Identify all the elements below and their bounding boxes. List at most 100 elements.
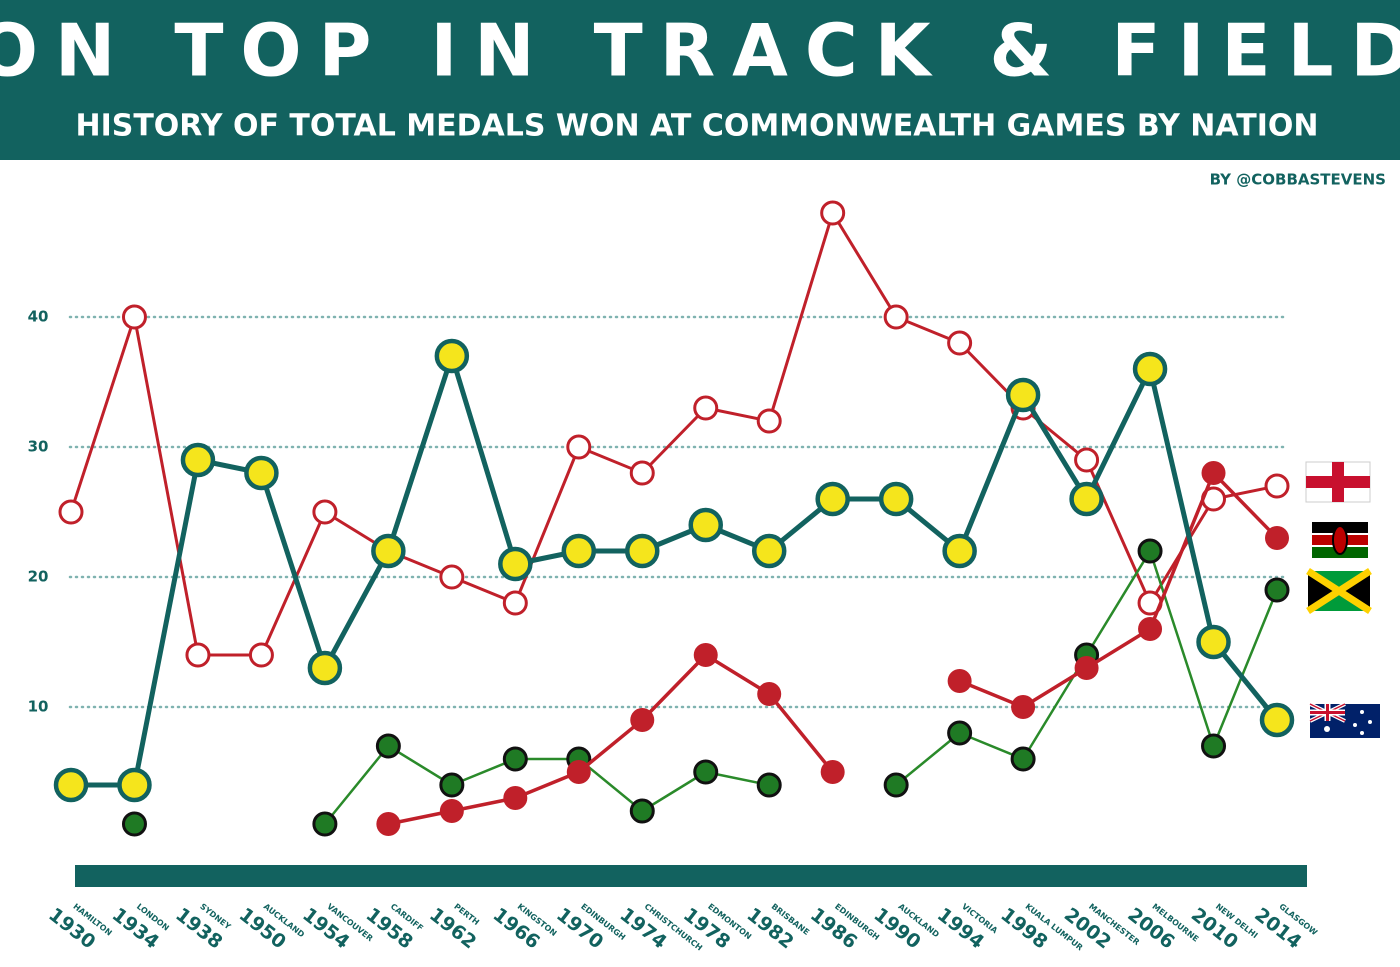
chart-subtitle: HISTORY OF TOTAL MEDALS WON AT COMMONWEA… [75,109,1318,144]
data-point [693,395,719,421]
data-point [121,304,147,330]
data-point [312,811,338,837]
data-point [1010,746,1036,772]
data-point [566,760,591,784]
x-year-label: 1958 [362,904,417,954]
data-point [434,338,470,374]
data-point [630,708,655,732]
data-point [625,533,660,569]
y-tick-label: 30 [28,438,49,456]
flag-australia [1309,702,1380,738]
chart-title: ON TOP IN TRACK & FIELD [0,9,1400,93]
data-point [1137,538,1163,564]
series-line [323,549,1279,825]
data-point [1259,702,1295,738]
data-point [439,799,464,823]
data-point [376,812,401,836]
data-point [312,499,338,525]
data-point [502,590,528,616]
data-point [1011,695,1036,719]
x-year-label: 1974 [616,904,671,954]
y-tick-label: 40 [28,308,49,326]
data-point [371,533,406,569]
x-year-label: 1978 [679,904,734,954]
data-point [185,642,211,668]
data-point [439,564,465,590]
x-year-label: 1982 [743,904,798,954]
data-point [503,786,528,810]
flag-kenya [1312,522,1368,558]
data-point [498,546,533,582]
data-point [1201,461,1226,485]
data-point [751,533,787,569]
data-point [502,746,528,772]
data-point [375,733,401,759]
data-point [1138,617,1163,641]
data-point [693,643,718,667]
x-year-label: 1998 [996,904,1051,954]
data-point [566,434,592,460]
data-point [1196,624,1231,660]
data-point [1074,447,1100,473]
x-year-label: 1930 [44,904,99,954]
data-point [1264,473,1290,499]
x-year-label: 1962 [425,904,480,954]
data-point [1074,656,1099,680]
data-point [820,760,845,784]
axis-band [75,865,1307,887]
x-year-label: 1950 [235,904,290,954]
data-point [1264,577,1290,603]
x-year-label: 2010 [1187,904,1242,954]
x-year-label: 1938 [171,904,226,954]
data-point [629,798,655,824]
x-year-label: 2002 [1060,904,1115,954]
data-point [53,767,89,803]
data-point [1265,526,1289,550]
flag-jamaica [1306,568,1372,614]
x-year-label: 1966 [489,904,544,954]
data-point [121,811,147,837]
series-line [69,211,1278,657]
x-year-label: 2014 [1250,904,1305,954]
data-point [117,767,152,803]
data-point [942,533,977,569]
x-year-label: 1990 [870,904,925,954]
data-point [815,481,850,517]
x-year-label: 1970 [552,904,607,954]
data-point [58,499,84,525]
x-year-label: 1986 [806,904,861,954]
data-point [883,304,909,330]
data-point [248,642,274,668]
data-point [820,200,846,226]
data-point [307,650,343,686]
data-point [1069,481,1104,517]
data-point [180,442,216,478]
data-point [1201,733,1227,759]
credit: BY @COBBASTEVENS [1210,171,1386,189]
data-point [756,408,782,434]
data-point [757,682,782,706]
y-tick-label: 20 [28,568,49,586]
data-point [883,772,909,798]
data-point [947,669,972,693]
data-point [756,772,782,798]
data-point [244,455,279,491]
x-year-label: 2006 [1123,904,1178,954]
